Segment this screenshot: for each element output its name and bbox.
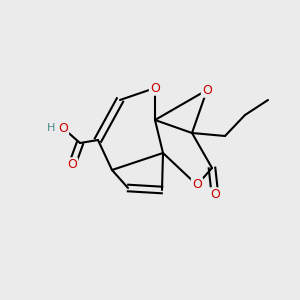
Text: O: O — [192, 178, 202, 191]
Text: O: O — [210, 188, 220, 202]
Text: O: O — [67, 158, 77, 172]
Text: O: O — [58, 122, 68, 134]
Text: O: O — [150, 82, 160, 94]
Text: O: O — [202, 83, 212, 97]
Text: H: H — [47, 123, 56, 133]
